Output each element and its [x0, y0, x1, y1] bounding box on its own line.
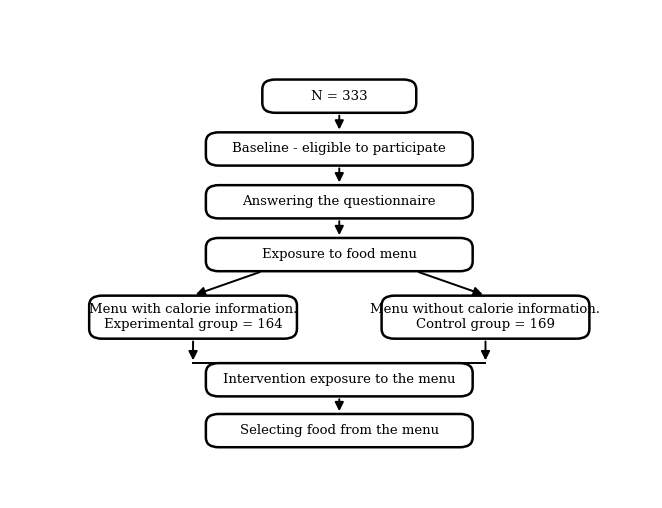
FancyBboxPatch shape	[89, 296, 297, 339]
Text: Exposure to food menu: Exposure to food menu	[261, 248, 417, 261]
Text: N = 333: N = 333	[311, 90, 367, 103]
FancyBboxPatch shape	[206, 414, 473, 447]
Text: Intervention exposure to the menu: Intervention exposure to the menu	[223, 373, 455, 386]
FancyBboxPatch shape	[206, 185, 473, 218]
Text: Menu with calorie information.
Experimental group = 164: Menu with calorie information. Experimen…	[89, 303, 297, 331]
Text: Baseline - eligible to participate: Baseline - eligible to participate	[232, 142, 446, 155]
FancyBboxPatch shape	[381, 296, 589, 339]
Text: Selecting food from the menu: Selecting food from the menu	[240, 424, 439, 437]
FancyBboxPatch shape	[206, 238, 473, 271]
Text: Menu without calorie information.
Control group = 169: Menu without calorie information. Contro…	[371, 303, 600, 331]
FancyBboxPatch shape	[262, 80, 416, 113]
FancyBboxPatch shape	[206, 363, 473, 396]
FancyBboxPatch shape	[206, 133, 473, 166]
Text: Answering the questionnaire: Answering the questionnaire	[242, 195, 436, 208]
